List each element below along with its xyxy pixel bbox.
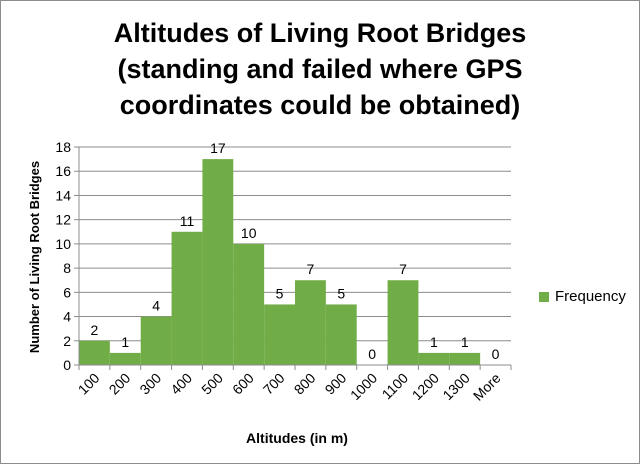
x-tick-label-1300: 1300 <box>439 370 472 403</box>
y-tick-label-18: 18 <box>55 139 71 155</box>
bar-1300 <box>449 352 481 365</box>
bar-900 <box>325 304 357 365</box>
x-tick-label-900: 900 <box>322 370 350 398</box>
bar-300 <box>140 316 172 365</box>
data-label-1200: 1 <box>430 334 438 350</box>
chart-title-line-3: coordinates could be obtained) <box>119 90 521 120</box>
y-tick-labels: 0 2 4 6 8 10 12 14 16 18 <box>55 139 71 373</box>
bars <box>79 159 481 365</box>
x-tick-label-1000: 1000 <box>347 370 380 403</box>
data-label-100: 2 <box>91 322 99 338</box>
chart-title-line-2: (standing and failed where GPS <box>117 54 523 84</box>
x-tick-label-700: 700 <box>260 370 288 398</box>
y-tick-label-10: 10 <box>55 236 71 252</box>
x-tick-label-600: 600 <box>229 370 257 398</box>
y-tick-label-16: 16 <box>55 163 71 179</box>
x-tick-label-1200: 1200 <box>409 370 442 403</box>
bar-600 <box>233 243 265 365</box>
data-label-200: 1 <box>121 334 129 350</box>
data-label-1000: 0 <box>368 346 376 362</box>
x-tick-label-1100: 1100 <box>379 370 412 403</box>
y-tick-label-12: 12 <box>55 212 71 228</box>
bar-500 <box>202 159 234 365</box>
y-tick-label-8: 8 <box>63 260 71 276</box>
y-tick-label-6: 6 <box>63 284 71 300</box>
x-tick-label-200: 200 <box>106 370 134 398</box>
bar-1100 <box>387 280 419 365</box>
x-tick-label-400: 400 <box>167 370 195 398</box>
legend-label: Frequency <box>555 288 626 305</box>
data-label-More: 0 <box>492 346 500 362</box>
chart-title: Altitudes of Living Root Bridges (standi… <box>1 15 639 123</box>
chart-title-line-1: Altitudes of Living Root Bridges <box>113 18 527 48</box>
bar-100 <box>79 340 110 365</box>
bar-200 <box>109 352 141 365</box>
data-label-400: 11 <box>180 213 195 229</box>
y-tick-label-4: 4 <box>63 309 71 325</box>
x-tick-label-100: 100 <box>75 370 103 398</box>
y-tick-label-14: 14 <box>55 187 71 203</box>
bar-700 <box>264 304 295 365</box>
bar-800 <box>295 280 326 365</box>
legend-item-frequency: Frequency <box>539 288 626 305</box>
y-tick-label-2: 2 <box>63 333 71 349</box>
data-label-500: 17 <box>210 140 226 156</box>
x-axis-label: Altitudes (in m) <box>246 430 348 446</box>
x-tick-label-300: 300 <box>136 370 164 398</box>
data-label-700: 5 <box>276 285 284 301</box>
data-label-300: 4 <box>152 298 160 314</box>
bar-1200 <box>418 352 450 365</box>
x-tick-label-800: 800 <box>291 370 319 398</box>
y-tick-label-0: 0 <box>63 357 71 373</box>
legend-swatch <box>539 291 549 302</box>
data-label-1100: 7 <box>399 261 407 277</box>
data-label-1300: 1 <box>461 334 469 350</box>
data-label-800: 7 <box>307 261 315 277</box>
x-tick-label-500: 500 <box>198 370 226 398</box>
axes <box>74 146 512 370</box>
bar-400 <box>171 231 203 365</box>
x-tick-label-More: More <box>470 370 504 404</box>
data-label-900: 5 <box>337 285 345 301</box>
x-tick-labels: 100 200 300 400 500 600 700 800 9001000110012001… <box>75 370 504 404</box>
data-label-600: 10 <box>241 225 257 241</box>
y-axis-label: Number of Living Root Bridges <box>27 161 42 353</box>
